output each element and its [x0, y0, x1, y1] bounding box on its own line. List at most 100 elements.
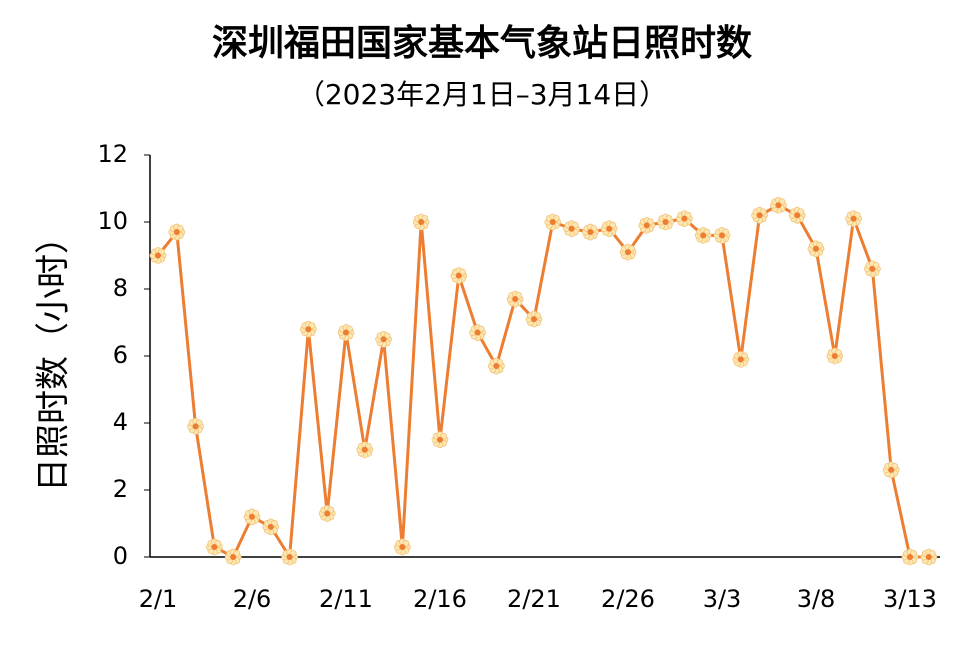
marker-center — [324, 510, 331, 517]
marker — [619, 243, 637, 261]
marker-center — [756, 212, 763, 219]
marker — [431, 431, 449, 449]
marker-center — [512, 296, 519, 303]
marker-center — [662, 219, 669, 225]
marker-center — [286, 554, 293, 560]
marker-center — [474, 329, 481, 336]
marker — [882, 461, 900, 479]
marker-center — [192, 423, 199, 430]
marker — [262, 518, 280, 536]
marker-center — [493, 363, 500, 370]
marker-center — [681, 215, 688, 222]
marker — [788, 206, 806, 224]
marker-center — [606, 225, 613, 232]
marker — [281, 548, 299, 566]
marker-center — [568, 225, 575, 232]
marker-center — [361, 446, 368, 453]
marker — [845, 210, 862, 228]
y-tick-label: 2 — [113, 475, 128, 503]
marker — [582, 223, 599, 241]
marker-center — [249, 513, 255, 520]
marker — [224, 548, 242, 566]
marker-center — [455, 272, 462, 279]
marker-center — [925, 554, 932, 560]
marker — [920, 548, 938, 566]
marker — [469, 324, 487, 341]
marker-center — [643, 222, 650, 229]
marker — [864, 260, 881, 278]
marker — [807, 240, 825, 258]
x-tick-label: 3/8 — [797, 585, 836, 613]
marker-center — [531, 316, 537, 323]
marker-center — [907, 554, 913, 560]
marker — [412, 213, 430, 231]
marker-center — [587, 229, 594, 236]
marker-center — [850, 215, 857, 222]
marker — [563, 220, 580, 238]
marker-center — [869, 265, 876, 272]
marker — [713, 226, 731, 244]
marker — [337, 324, 355, 341]
marker — [487, 357, 505, 375]
x-tick-label: 2/26 — [601, 585, 655, 613]
x-tick-label: 2/6 — [233, 585, 272, 613]
marker-center — [700, 232, 707, 239]
marker-center — [230, 554, 237, 560]
x-tick-label: 2/16 — [413, 585, 467, 613]
marker — [356, 441, 374, 459]
marker-center — [737, 356, 744, 363]
line — [156, 203, 929, 562]
marker-center — [399, 543, 406, 550]
marker — [205, 538, 223, 556]
marker — [544, 213, 562, 231]
marker-center — [437, 436, 443, 443]
chart-title: 深圳福田国家基本气象站日照时数 — [212, 23, 752, 64]
marker — [657, 213, 674, 231]
marker-center — [418, 219, 425, 225]
marker — [694, 226, 712, 244]
marker-center — [775, 202, 782, 209]
marker — [901, 548, 919, 566]
marker — [525, 310, 543, 328]
marker-center — [625, 249, 631, 256]
marker — [506, 290, 524, 308]
y-tick-label: 0 — [113, 542, 128, 570]
marker — [732, 350, 750, 368]
marker — [600, 220, 618, 238]
x-tick-label: 2/1 — [139, 585, 178, 613]
marker — [299, 320, 317, 338]
marker — [187, 417, 205, 435]
x-tick-label: 2/21 — [507, 585, 561, 613]
marker — [243, 508, 261, 526]
y-tick-label: 12 — [97, 140, 128, 168]
y-tick-label: 8 — [113, 274, 128, 302]
marker-center — [794, 212, 801, 219]
marker-center — [211, 543, 218, 550]
y-tick-label: 10 — [97, 207, 128, 235]
y-axis-title: 日照时数（小时） — [34, 220, 74, 492]
marker-center — [173, 229, 180, 236]
marker — [826, 347, 844, 365]
y-tick-label: 6 — [113, 341, 128, 369]
x-tick-label: 2/11 — [319, 585, 373, 613]
marker — [149, 247, 167, 264]
marker — [393, 538, 411, 556]
y-tick-label: 4 — [113, 408, 128, 436]
marker — [318, 505, 336, 522]
marker-center — [380, 336, 387, 343]
marker — [375, 330, 393, 348]
marker-center — [719, 232, 725, 239]
marker — [676, 210, 693, 228]
marker — [450, 267, 468, 285]
marker-center — [267, 523, 274, 530]
marker — [770, 196, 787, 214]
marker — [638, 216, 656, 234]
x-tick-label: 3/3 — [703, 585, 742, 613]
marker-center — [549, 219, 556, 225]
chart-subtitle: （2023年2月1日–3月14日） — [297, 78, 667, 111]
marker — [168, 223, 186, 241]
marker-center — [155, 252, 161, 259]
marker-center — [831, 353, 838, 359]
marker-center — [813, 245, 819, 252]
